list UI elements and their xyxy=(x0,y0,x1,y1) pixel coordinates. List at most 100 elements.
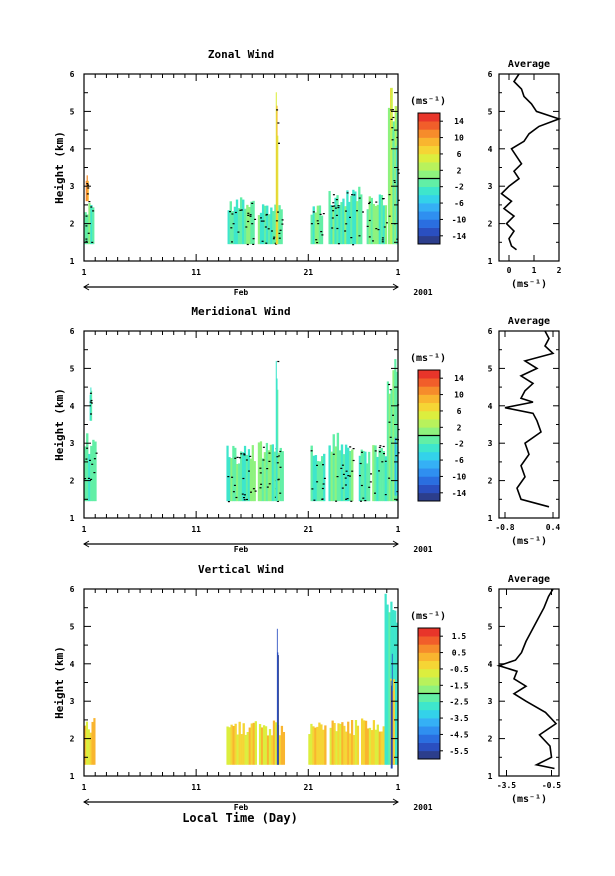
heatmap-cell xyxy=(277,652,279,765)
heatmap-cell xyxy=(269,444,273,502)
heatmap-cell xyxy=(337,723,340,765)
heatmap-cell xyxy=(382,726,385,765)
profile-panel: Average 1 2 3 4 5 6 -0.8 0.4 (ms⁻¹) xyxy=(488,316,561,547)
contour-mark xyxy=(278,237,281,239)
heatmap-cell xyxy=(248,727,251,765)
heatmap-cell xyxy=(312,455,315,502)
heatmap-cell xyxy=(248,207,251,245)
contour-mark xyxy=(262,220,265,222)
contour-mark xyxy=(85,225,88,227)
contour-mark xyxy=(360,500,362,502)
profile-y-tick-label: 4 xyxy=(488,660,493,669)
colorbar-tick-label: 2 xyxy=(457,423,462,432)
y-tick-label: 6 xyxy=(70,585,75,594)
colorbar-swatch xyxy=(418,628,440,637)
contour-mark xyxy=(349,475,351,477)
heatmap-cell xyxy=(231,211,235,245)
colorbar-swatch xyxy=(418,644,440,653)
colorbar-swatch xyxy=(418,137,440,147)
profile-line xyxy=(500,73,562,251)
heatmap-cell xyxy=(380,731,383,765)
heatmap-cell xyxy=(279,447,282,502)
profile-y-tick-label: 2 xyxy=(488,477,493,486)
contour-mark xyxy=(268,452,271,454)
contour-mark xyxy=(227,501,230,503)
contour-mark xyxy=(392,116,395,119)
colorbar-tick-label: -5.5 xyxy=(449,747,468,756)
contour-mark xyxy=(322,464,324,466)
x-tick-label: 1 xyxy=(82,525,87,534)
heatmap-cell xyxy=(244,734,247,765)
contour-mark xyxy=(350,500,353,502)
heatmap-cell xyxy=(226,726,229,765)
contour-mark xyxy=(251,223,254,225)
heatmap-cell xyxy=(312,206,315,245)
heatmap-cell xyxy=(235,199,239,245)
contour-mark xyxy=(241,493,244,495)
month-label: Feb xyxy=(234,288,249,297)
contour-mark xyxy=(386,222,388,224)
contour-mark xyxy=(278,232,281,234)
heatmap-cell xyxy=(388,393,391,502)
heatmap-cell xyxy=(395,145,397,245)
contour-mark xyxy=(362,497,365,499)
contour-mark xyxy=(237,231,240,233)
contour-mark xyxy=(374,450,377,452)
heatmap-cell xyxy=(344,206,347,245)
colorbar-tick-label: -10 xyxy=(452,472,467,481)
contour-mark xyxy=(238,457,241,459)
heatmap-cell xyxy=(339,723,342,765)
heatmap-cell xyxy=(226,445,229,502)
heatmap-cell xyxy=(328,191,331,245)
year-label: 2001 xyxy=(413,545,432,554)
contour-mark xyxy=(345,210,347,212)
heatmap-cell xyxy=(374,205,377,245)
colorbar: (ms⁻¹) 1.5 0.5 -0.5 -1.5 -2.5 -3.5 -4.5 -5.5 xyxy=(410,611,469,760)
contour-mark xyxy=(337,205,340,207)
contour-mark xyxy=(395,455,398,457)
colorbar-tick-label: -6 xyxy=(454,199,464,208)
contour-mark xyxy=(350,237,353,239)
heatmap-cell xyxy=(247,449,251,502)
heatmap-cell xyxy=(332,205,335,245)
heatmap-cell xyxy=(280,209,283,245)
profile-x-tick-label: 0.4 xyxy=(546,523,561,532)
contour-mark xyxy=(312,211,315,213)
heatmap-cell xyxy=(350,195,353,245)
contour-mark xyxy=(277,455,280,457)
heatmap-cell xyxy=(257,442,261,502)
year-label: 2001 xyxy=(413,803,432,812)
heatmap-cell xyxy=(272,211,275,245)
heatmap-cell xyxy=(376,724,379,765)
heatmap-cell xyxy=(382,451,385,502)
colorbar-tick-label: -1.5 xyxy=(449,681,468,690)
y-tick-label: 3 xyxy=(70,439,75,448)
heatmap-cell xyxy=(338,205,341,245)
profile-title: Average xyxy=(508,59,550,70)
heatmap-cell xyxy=(246,204,249,245)
contour-mark xyxy=(93,458,96,460)
colorbar-swatch xyxy=(418,194,440,204)
heatmap-cell xyxy=(258,724,262,765)
profile-title: Average xyxy=(508,574,550,585)
contour-mark xyxy=(379,445,382,447)
contour-mark xyxy=(86,447,89,449)
contour-mark xyxy=(235,496,238,499)
heatmap-cell xyxy=(342,454,346,502)
profile-x-tick-label: -3.5 xyxy=(497,781,516,790)
arrow-right-icon xyxy=(392,798,399,806)
colorbar-swatch xyxy=(418,386,440,395)
x-tick-label: 1 xyxy=(396,525,401,534)
colorbar-swatch xyxy=(418,186,440,196)
contour-mark xyxy=(259,487,262,489)
contour-mark xyxy=(89,459,91,461)
contour-mark xyxy=(322,213,325,215)
contour-mark xyxy=(344,230,347,232)
contour-mark xyxy=(227,476,230,478)
contour-mark xyxy=(370,473,372,475)
contour-mark xyxy=(384,494,387,496)
contour-mark xyxy=(389,436,392,438)
y-tick-label: 4 xyxy=(70,145,75,154)
contour-mark xyxy=(266,468,269,470)
